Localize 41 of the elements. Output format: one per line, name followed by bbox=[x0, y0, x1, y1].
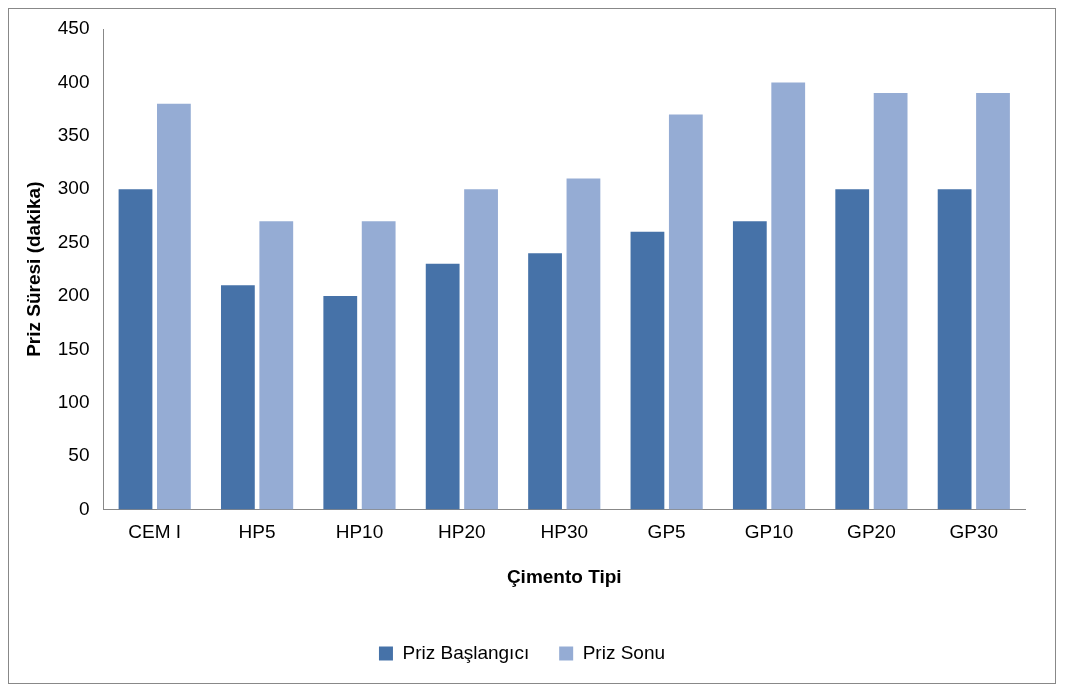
legend-label: Priz Sonu bbox=[582, 641, 666, 663]
y-tick-label: 100 bbox=[57, 390, 90, 412]
legend-label: Priz Başlangıcı bbox=[402, 641, 530, 663]
y-tick-label: 200 bbox=[57, 284, 90, 306]
y-axis-title: Priz Süresi (dakika) bbox=[22, 181, 44, 357]
bar bbox=[464, 189, 498, 510]
x-axis-title: Çimento Tipi bbox=[506, 565, 622, 587]
x-tick-label: HP5 bbox=[238, 521, 276, 543]
y-tick-label: 250 bbox=[57, 230, 90, 252]
x-tick-label: GP30 bbox=[949, 521, 999, 543]
bar bbox=[976, 93, 1010, 510]
bar bbox=[566, 178, 601, 510]
bar bbox=[668, 114, 703, 510]
bar bbox=[361, 221, 396, 510]
x-tick-label: HP30 bbox=[540, 521, 589, 543]
bar bbox=[873, 93, 908, 510]
bar bbox=[157, 103, 191, 510]
y-tick-label: 50 bbox=[68, 444, 90, 466]
bar bbox=[118, 189, 153, 510]
y-tick-label: 300 bbox=[57, 177, 90, 199]
x-tick-label: GP10 bbox=[744, 521, 794, 543]
y-tick-label: 400 bbox=[57, 70, 90, 92]
x-tick-label: GP5 bbox=[647, 521, 686, 543]
y-tick-label: 350 bbox=[57, 123, 90, 145]
bar bbox=[323, 295, 358, 510]
y-tick-label: 150 bbox=[57, 337, 90, 359]
x-tick-label: HP20 bbox=[438, 521, 486, 543]
y-tick-label: 0 bbox=[78, 497, 90, 519]
bar bbox=[937, 189, 972, 510]
bar bbox=[425, 263, 460, 510]
y-tick-label: 450 bbox=[57, 17, 90, 39]
bar bbox=[220, 285, 255, 510]
bar bbox=[835, 189, 870, 510]
bar bbox=[528, 253, 562, 510]
bar bbox=[630, 231, 665, 510]
bar bbox=[732, 221, 767, 510]
x-tick-label: CEM I bbox=[128, 521, 182, 543]
x-tick-label: HP10 bbox=[335, 521, 384, 543]
bar bbox=[771, 82, 806, 510]
bar bbox=[259, 221, 294, 510]
x-tick-label: GP20 bbox=[847, 521, 896, 543]
